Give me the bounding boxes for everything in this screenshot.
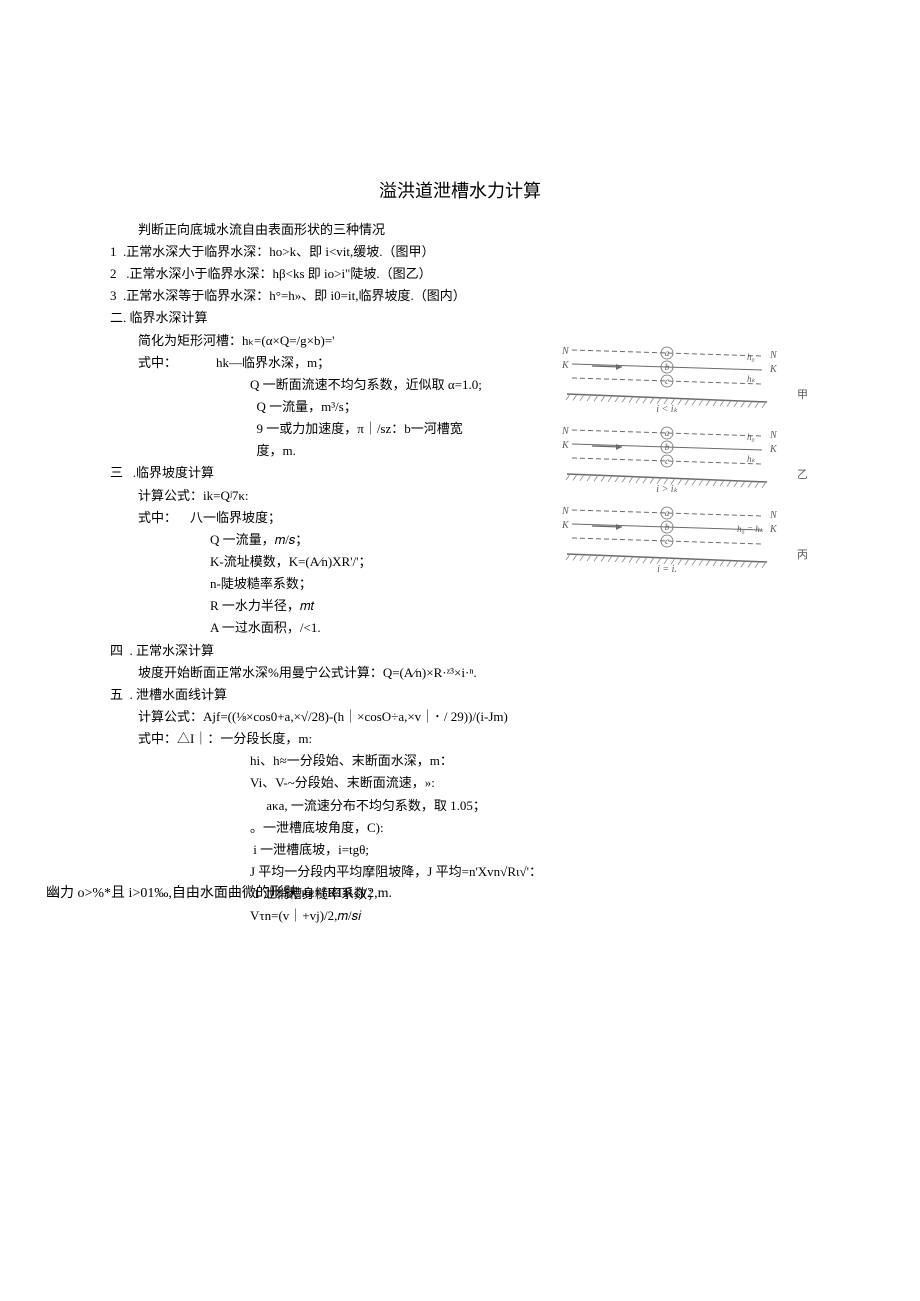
svg-text:h₀: h₀ [747, 432, 755, 442]
svg-text:b: b [665, 522, 670, 532]
svg-text:N: N [769, 430, 778, 441]
text-line: 式中：△I｜：一分段长度，m: [110, 729, 810, 749]
svg-text:N: N [561, 426, 570, 437]
svg-text:c: c [665, 456, 669, 466]
svg-text:N: N [769, 510, 778, 521]
svg-text:K: K [769, 364, 778, 375]
bottom-text: 幽力 o>%*且 i>01‰,自由水面曲微的形肤 ʀᴇ=(RTRₛ)/2,m. [46, 882, 392, 902]
svg-text:c: c [665, 376, 669, 386]
text-line: hi、h≈一分段始、末断面水深，m： [110, 751, 810, 771]
svg-text:丙: 丙 [797, 549, 807, 561]
svg-text:甲: 甲 [797, 389, 807, 401]
text-line: 二. 临界水深计算 [110, 308, 810, 328]
text-line: 。一泄槽底坡角度，C): [110, 818, 810, 838]
svg-text:h₀: h₀ [747, 352, 755, 362]
svg-text:K: K [561, 520, 570, 531]
svg-text:hₖ: hₖ [747, 454, 756, 464]
svg-text:K: K [561, 440, 570, 451]
text-line: J 平均一分段内平均摩阻坡降，J 平均=n'Xvn√Rι√'： [110, 862, 810, 882]
svg-text:N: N [561, 346, 570, 357]
svg-text:h₀ = hₖ: h₀ = hₖ [737, 524, 764, 534]
text-line: Vi、V-~分段始、末断面流速，»: [110, 773, 810, 793]
svg-text:b: b [665, 442, 670, 452]
text-line: 四 . 正常水深计算 [110, 641, 810, 661]
text-line: aκa, 一流速分布不均匀系数，取 1.05； [110, 796, 810, 816]
text-line: 3 .正常水深等于临界水深：h°=h»、即 i0=it,临界坡度.（图内） [110, 286, 810, 306]
svg-text:a: a [665, 428, 670, 438]
svg-text:a: a [665, 348, 670, 358]
text-line: 1 .正常水深大于临界水深：ho>k、即 i<vit,缓坡.（图甲） [110, 242, 810, 262]
svg-text:N: N [769, 350, 778, 361]
text-line: 判断正向底城水流自由表面形状的三种情况 [110, 220, 810, 240]
slope-diagram: abcNKNKh₀hₖi < iₖ甲abcNKNKh₀hₖi > iₖ乙abcN… [552, 342, 807, 592]
svg-text:hₖ: hₖ [747, 374, 756, 384]
text-line: A 一过水面积，/<1. [110, 618, 810, 638]
bottom-main: 幽力 o>%*且 i>01‰,自由水面曲微的形肤 ʀᴇ=(RTRₛ)/2,m. [46, 886, 392, 901]
svg-text:乙: 乙 [797, 468, 807, 481]
svg-text:i = i.: i = i. [657, 564, 677, 575]
svg-text:a: a [665, 508, 670, 518]
text-line: 2 .正常水深小于临界水深：hβ<ks 即 io>i"陡坡.（图乙） [110, 264, 810, 284]
text-line: i 一泄槽底坡，i=tgθ; [110, 840, 810, 860]
svg-text:c: c [665, 536, 669, 546]
text-line: 五 . 泄槽水面线计算 [110, 685, 810, 705]
svg-text:K: K [769, 444, 778, 455]
svg-text:K: K [769, 524, 778, 535]
page-title: 溢洪道泄槽水力计算 [110, 178, 810, 206]
svg-text:K: K [561, 360, 570, 371]
svg-text:b: b [665, 362, 670, 372]
text-line: 坡度开始断面正常水深%用曼宁公式计算：Q=(A⁄n)×R·ᶻ³×i·ⁿ. [110, 663, 810, 683]
svg-text:i < iₖ: i < iₖ [656, 404, 678, 415]
svg-text:i > iₖ: i > iₖ [656, 484, 678, 495]
text-line: Vτn=(v｜+vj)/2,𝑚/𝑠𝑖 [110, 906, 810, 926]
svg-text:N: N [561, 506, 570, 517]
text-line: R 一水力半径，𝑚𝑡 [110, 596, 810, 616]
text-line: 计算公式：Ajf=((⅛×cos0+a,×√/28)-(h｜×cosO÷a,×v… [110, 707, 810, 727]
